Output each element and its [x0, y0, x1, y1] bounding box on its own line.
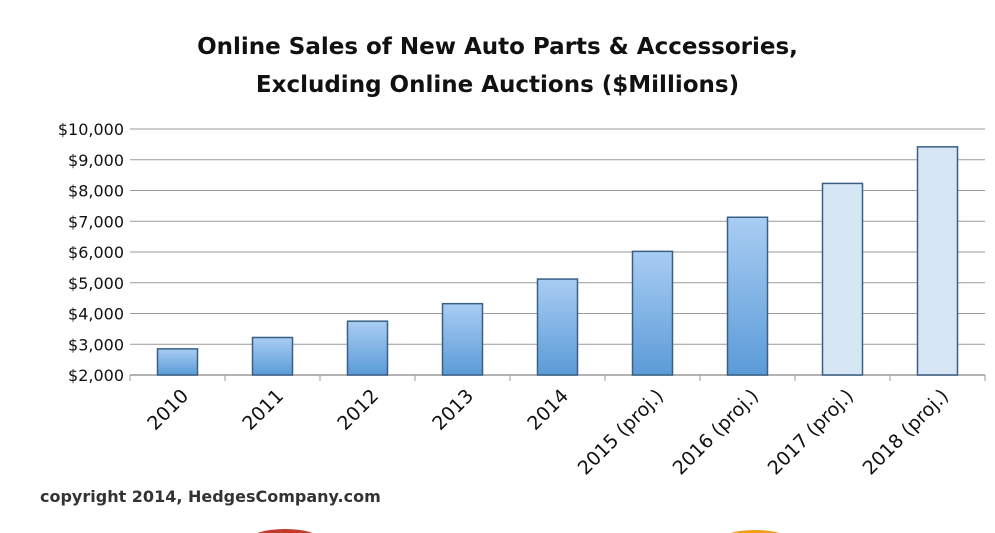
copyright-text: copyright 2014, HedgesCompany.com — [40, 487, 381, 506]
bar-2015-proj — [631, 250, 674, 376]
x-tick-label: 2012 — [333, 385, 383, 435]
bar-2018-proj — [916, 146, 959, 376]
y-tick-label: $9,000 — [68, 151, 124, 170]
bar-2013 — [441, 302, 484, 376]
bar-2017-proj — [821, 182, 864, 376]
x-tick-label: 2011 — [238, 385, 288, 435]
y-tick-label: $3,000 — [68, 335, 124, 354]
chart-title: Online Sales of New Auto Parts & Accesso… — [197, 34, 798, 60]
bar-2014 — [536, 278, 579, 376]
y-tick-label: $6,000 — [68, 243, 124, 262]
chart-subtitle: Excluding Online Auctions ($Millions) — [255, 72, 740, 98]
x-tick-label: 2015 (proj.) — [574, 385, 668, 479]
x-tick-label: 2016 (proj.) — [669, 385, 763, 479]
y-tick-label: $2,000 — [68, 366, 124, 385]
y-tick-label: $10,000 — [58, 120, 124, 139]
decorative-red-arc — [257, 529, 313, 533]
bar-2011 — [251, 336, 294, 376]
bar-2016-proj — [726, 216, 769, 376]
y-tick-label: $8,000 — [68, 182, 124, 201]
x-tick-label: 2014 — [523, 385, 573, 435]
bar-2010 — [156, 348, 199, 376]
y-tick-label: $5,000 — [68, 274, 124, 293]
x-tick-label: 2018 (proj.) — [859, 385, 953, 479]
x-tick-label: 2010 — [143, 385, 193, 435]
x-tick-label: 2013 — [428, 385, 478, 435]
x-tick-label: 2017 (proj.) — [764, 385, 858, 479]
y-tick-label: $4,000 — [68, 305, 124, 324]
bar-2012 — [346, 320, 389, 376]
decorative-orange-arc — [730, 530, 780, 533]
y-tick-label: $7,000 — [68, 212, 124, 231]
